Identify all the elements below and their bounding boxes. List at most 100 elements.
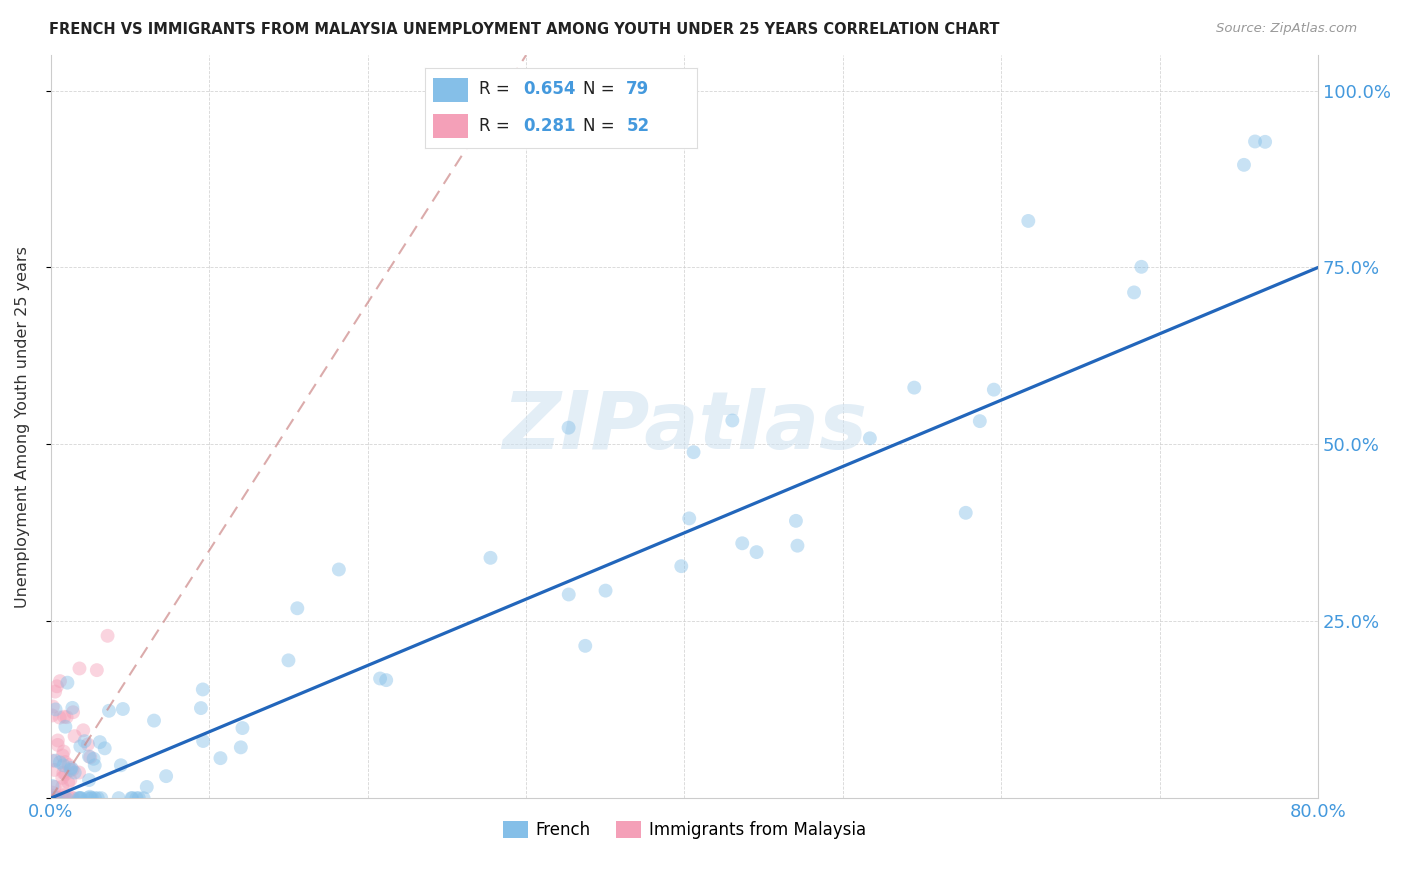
Point — [277, 653, 299, 667]
Point — [51, 791, 73, 805]
Point — [45, 679, 67, 693]
Point — [44, 684, 66, 698]
Point — [48, 791, 70, 805]
Point — [55, 710, 77, 724]
Point — [79, 750, 101, 764]
Point — [53, 755, 76, 769]
Point — [42, 789, 65, 803]
Point — [574, 639, 596, 653]
Point — [49, 756, 72, 770]
Point — [1130, 260, 1153, 274]
Point — [731, 536, 754, 550]
Point — [786, 539, 808, 553]
Point — [46, 733, 69, 747]
Point — [56, 775, 79, 789]
Point — [191, 682, 214, 697]
Point — [55, 767, 77, 781]
Point — [785, 514, 807, 528]
Point — [1123, 285, 1146, 300]
Point — [41, 791, 63, 805]
Point — [44, 791, 66, 805]
Point — [682, 445, 704, 459]
Point — [41, 791, 63, 805]
Point — [595, 583, 617, 598]
Point — [52, 758, 75, 772]
Point — [83, 752, 105, 766]
Point — [903, 381, 925, 395]
Point — [52, 765, 75, 780]
Point — [135, 780, 157, 794]
Point — [67, 765, 90, 780]
Point — [69, 791, 91, 805]
Point — [42, 791, 65, 805]
Point — [98, 704, 121, 718]
Point — [48, 710, 70, 724]
Point — [368, 672, 391, 686]
Point — [70, 791, 93, 805]
Point — [77, 738, 100, 752]
Point — [58, 758, 80, 772]
Point — [69, 661, 91, 675]
Point — [44, 791, 66, 805]
Point — [51, 780, 73, 794]
Point — [52, 789, 75, 803]
Point — [678, 511, 700, 525]
Point — [87, 791, 110, 805]
Point — [859, 431, 882, 445]
Point — [745, 545, 768, 559]
Point — [1254, 135, 1277, 149]
Point — [479, 550, 502, 565]
Y-axis label: Unemployment Among Youth under 25 years: Unemployment Among Youth under 25 years — [15, 245, 30, 607]
Point — [76, 791, 98, 805]
Point — [69, 791, 91, 805]
Point — [671, 559, 693, 574]
Point — [44, 791, 66, 805]
Point — [375, 673, 398, 687]
Point — [53, 720, 76, 734]
Point — [52, 745, 75, 759]
Point — [67, 791, 90, 805]
Point — [62, 791, 84, 805]
Point — [89, 735, 111, 749]
Point — [955, 506, 977, 520]
Point — [46, 738, 69, 752]
Point — [77, 749, 100, 764]
Point — [48, 791, 70, 805]
Point — [209, 751, 232, 765]
Point — [86, 663, 108, 677]
Legend: French, Immigrants from Malaysia: French, Immigrants from Malaysia — [496, 814, 873, 846]
Point — [59, 772, 82, 787]
Point — [41, 754, 63, 768]
Point — [72, 723, 94, 738]
Point — [69, 739, 91, 754]
Point — [125, 791, 148, 805]
Point — [60, 761, 83, 775]
Point — [190, 701, 212, 715]
Point — [557, 420, 579, 434]
Point — [132, 791, 155, 805]
Point — [41, 786, 63, 800]
Point — [60, 701, 83, 715]
Point — [46, 791, 69, 805]
Point — [107, 791, 129, 805]
Point — [80, 791, 103, 805]
Point — [55, 791, 77, 805]
Point — [41, 708, 63, 723]
Point — [721, 413, 744, 427]
Point — [80, 791, 103, 805]
Point — [155, 769, 177, 783]
Text: FRENCH VS IMMIGRANTS FROM MALAYSIA UNEMPLOYMENT AMONG YOUTH UNDER 25 YEARS CORRE: FRENCH VS IMMIGRANTS FROM MALAYSIA UNEMP… — [49, 22, 1000, 37]
Point — [59, 763, 82, 777]
Point — [62, 763, 84, 777]
Point — [77, 773, 100, 788]
Point — [229, 740, 252, 755]
Point — [110, 758, 132, 772]
Point — [969, 414, 991, 428]
Point — [1244, 135, 1267, 149]
Point — [120, 791, 142, 805]
Point — [51, 791, 73, 805]
Point — [983, 383, 1005, 397]
Point — [41, 779, 63, 793]
Text: Source: ZipAtlas.com: Source: ZipAtlas.com — [1216, 22, 1357, 36]
Point — [1233, 158, 1256, 172]
